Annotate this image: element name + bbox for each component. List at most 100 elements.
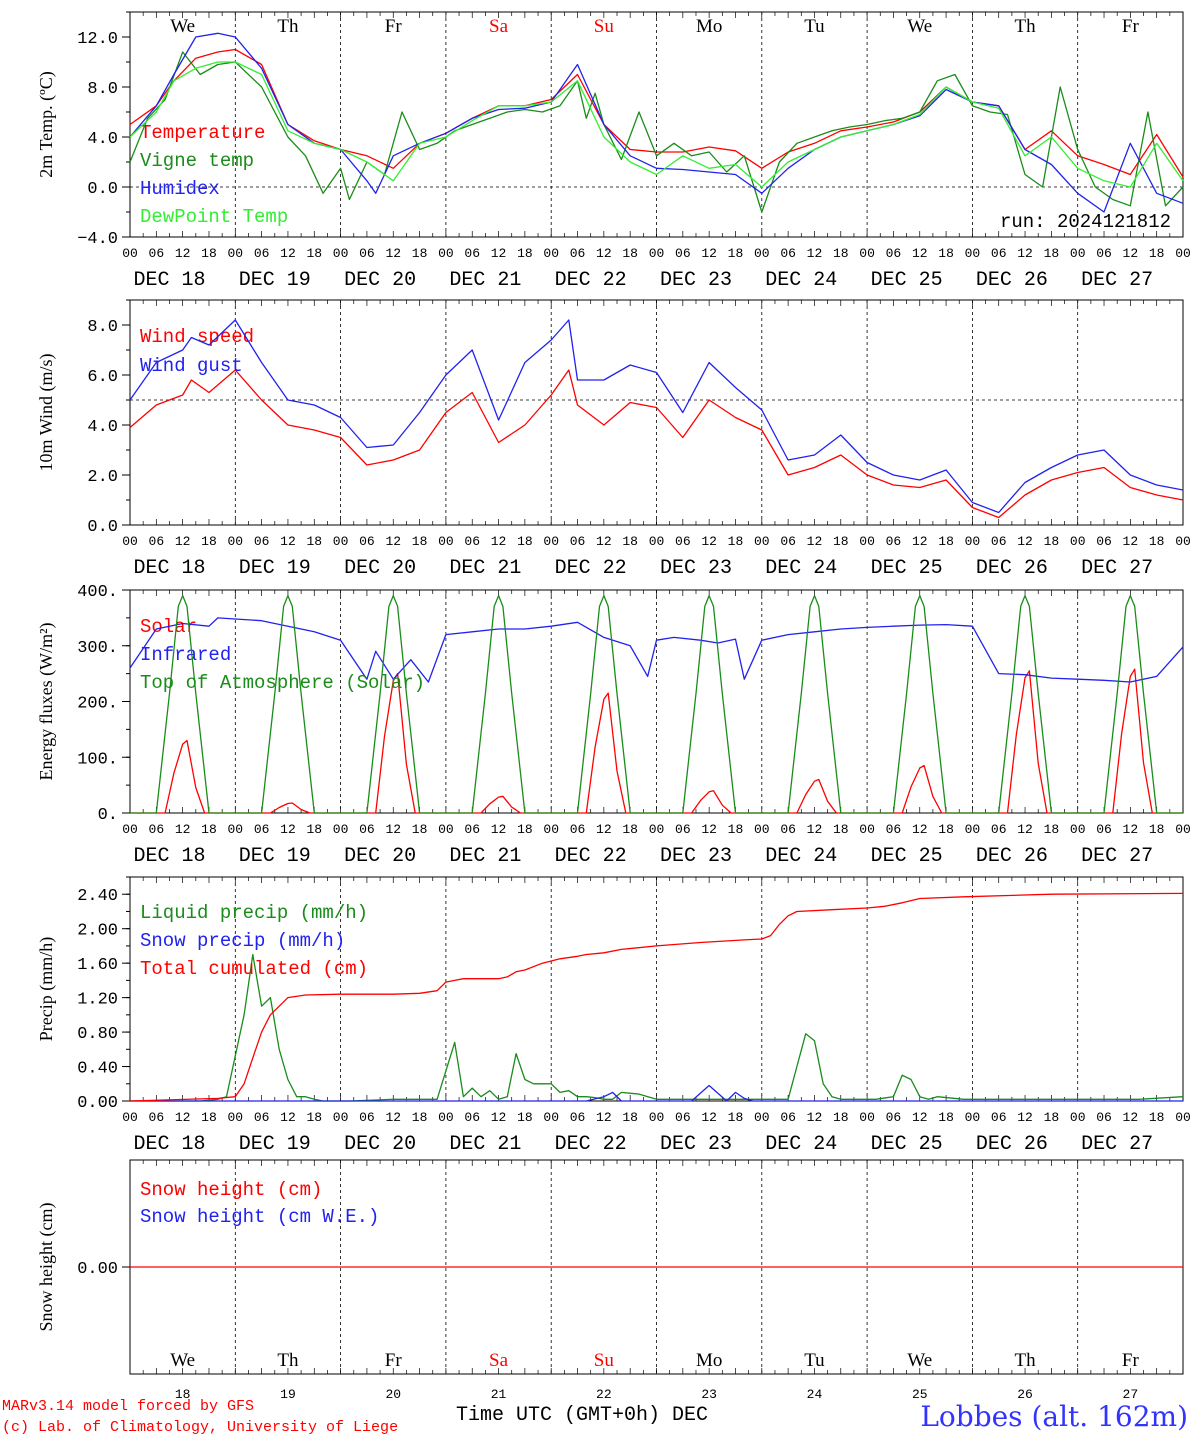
hour-tick-label: 06 xyxy=(254,1110,270,1125)
y-tick-label: 8.0 xyxy=(87,80,118,99)
model-credit: MARv3.14 model forced by GFS xyxy=(2,1398,255,1415)
hour-tick-label: 18 xyxy=(201,1110,217,1125)
hour-tick-label: 06 xyxy=(149,822,165,837)
hour-tick-label: 18 xyxy=(728,822,744,837)
hour-tick-label: 18 xyxy=(833,1110,849,1125)
hour-tick-label: 06 xyxy=(780,822,796,837)
day-name: Fr xyxy=(1122,1350,1140,1371)
hour-tick-label: 12 xyxy=(491,534,507,549)
y-tick-label: 0. xyxy=(98,806,118,825)
y-axis-label: Snow height (cm) xyxy=(36,1203,57,1332)
y-tick-label: 2.40 xyxy=(77,887,118,906)
hour-tick-label: 06 xyxy=(464,1110,480,1125)
y-axis-label: 2m Temp. (ºC) xyxy=(36,71,57,177)
date-label: DEC 25 xyxy=(871,269,943,292)
lab-credit: (c) Lab. of Climatology, University of L… xyxy=(2,1419,399,1436)
date-label: DEC 22 xyxy=(555,1133,627,1156)
hour-tick-label: 00 xyxy=(438,534,454,549)
hour-tick-label: 06 xyxy=(254,534,270,549)
panel-1: −4.0 0.0 4.0 8.0 12.0 2m Temp. (ºC) We Th Fr Sa Su… xyxy=(36,11,1191,292)
legend-entry: Snow height (cm) xyxy=(140,1179,322,1201)
y-tick-label: 1.20 xyxy=(77,991,118,1010)
hour-tick-label: 06 xyxy=(991,534,1007,549)
legend-entry: Humidex xyxy=(140,178,220,200)
hour-tick-label: 18 xyxy=(517,1110,533,1125)
hour-tick-label: 00 xyxy=(649,1110,665,1125)
hour-tick-label: 18 xyxy=(938,822,954,837)
hour-tick-label: 12 xyxy=(596,246,612,261)
y-tick-label: 8.0 xyxy=(87,318,118,337)
date-label: DEC 19 xyxy=(239,845,311,868)
y-axis-label: 10m Wind (m/s) xyxy=(36,354,57,472)
hour-tick-label: 06 xyxy=(570,822,586,837)
hour-tick-label: 06 xyxy=(149,534,165,549)
y-tick-label: 200. xyxy=(77,695,118,714)
hour-tick-label: 00 xyxy=(649,822,665,837)
date-label: DEC 26 xyxy=(976,269,1048,292)
hour-tick-label: 00 xyxy=(965,246,981,261)
hour-tick-label: 00 xyxy=(333,534,349,549)
day-name: Sa xyxy=(489,1350,509,1371)
day-name: Fr xyxy=(385,1350,403,1371)
hour-tick-label: 00 xyxy=(122,246,138,261)
date-label: DEC 23 xyxy=(660,557,732,580)
date-label: DEC 25 xyxy=(871,1133,943,1156)
date-label: DEC 27 xyxy=(1081,1133,1153,1156)
day-number-label: 18 xyxy=(175,1387,191,1402)
hour-tick-label: 12 xyxy=(807,822,823,837)
hour-tick-label: 06 xyxy=(359,822,375,837)
day-name: Th xyxy=(277,16,299,37)
hour-tick-label: 06 xyxy=(675,246,691,261)
day-number-label: 25 xyxy=(912,1387,928,1402)
hour-tick-label: 12 xyxy=(596,534,612,549)
panel-4: 0.00 0.40 0.80 1.20 1.60 2.00 2.40 Precip (mm/h… xyxy=(36,876,1191,1156)
hour-tick-label: 00 xyxy=(333,1110,349,1125)
date-label: DEC 19 xyxy=(239,1133,311,1156)
hour-tick-label: 12 xyxy=(491,822,507,837)
hour-tick-label: 00 xyxy=(122,822,138,837)
date-label: DEC 27 xyxy=(1081,845,1153,868)
hour-tick-label: 06 xyxy=(886,534,902,549)
panel-5: 0.00 Snow height (cm) We Th Fr Sa Su Mo Tu We Th Fr… xyxy=(36,1159,1184,1402)
date-label: DEC 27 xyxy=(1081,269,1153,292)
hour-tick-label: 18 xyxy=(412,246,428,261)
hour-tick-label: 12 xyxy=(912,534,928,549)
hour-tick-label: 00 xyxy=(1070,1110,1086,1125)
hour-tick-label: 12 xyxy=(912,822,928,837)
hour-tick-label: 00 xyxy=(227,822,243,837)
day-name: Mo xyxy=(696,1350,722,1371)
hour-tick-label: 12 xyxy=(807,534,823,549)
hour-tick-label: 00 xyxy=(754,534,770,549)
hour-tick-label: 00 xyxy=(227,246,243,261)
date-label: DEC 22 xyxy=(555,269,627,292)
hour-tick-label: 00 xyxy=(859,534,875,549)
day-name: Fr xyxy=(385,16,403,37)
date-label: DEC 24 xyxy=(765,557,837,580)
hour-tick-label: 12 xyxy=(280,246,296,261)
panel-frame xyxy=(129,299,1184,526)
hour-tick-label: 12 xyxy=(385,822,401,837)
date-label: DEC 26 xyxy=(976,1133,1048,1156)
legend-entry: Infrared xyxy=(140,644,231,666)
hour-tick-label: 06 xyxy=(1096,822,1112,837)
hour-tick-label: 06 xyxy=(780,1110,796,1125)
hour-tick-label: 12 xyxy=(1123,1110,1139,1125)
hour-tick-label: 18 xyxy=(412,822,428,837)
day-number-label: 23 xyxy=(701,1387,717,1402)
legend-entry: Liquid precip (mm/h) xyxy=(140,902,368,924)
hour-tick-label: 00 xyxy=(122,534,138,549)
y-tick-label: 0.00 xyxy=(77,1094,118,1113)
hour-tick-label: 18 xyxy=(1044,534,1060,549)
series-line-humidex xyxy=(129,32,1184,213)
legend-entry: Temperature xyxy=(140,122,265,144)
hour-tick-label: 18 xyxy=(622,246,638,261)
hour-tick-label: 12 xyxy=(1017,246,1033,261)
date-label: DEC 23 xyxy=(660,1133,732,1156)
day-name: Fr xyxy=(1122,16,1140,37)
hour-tick-label: 06 xyxy=(464,534,480,549)
hour-tick-label: 18 xyxy=(201,822,217,837)
hour-tick-label: 00 xyxy=(754,822,770,837)
hour-tick-label: 18 xyxy=(412,1110,428,1125)
y-tick-label: 400. xyxy=(77,583,118,602)
hour-tick-label: 06 xyxy=(1096,1110,1112,1125)
